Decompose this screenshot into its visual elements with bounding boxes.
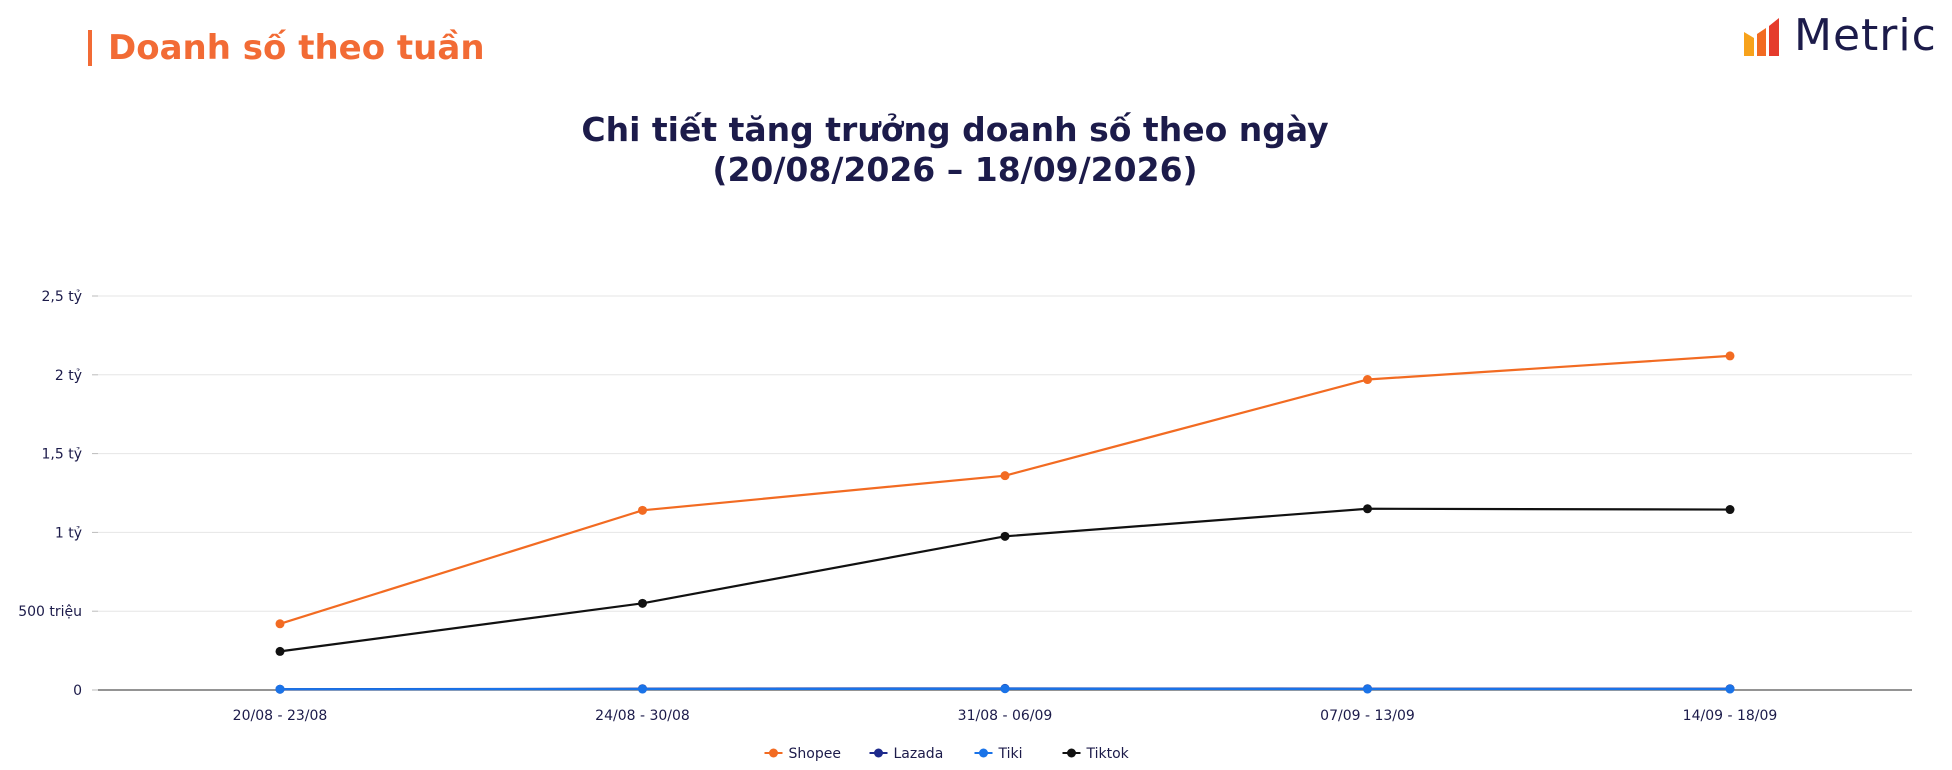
y-tick-label: 0	[73, 683, 82, 699]
legend-label-tiktok: Tiktok	[1086, 746, 1130, 762]
x-tick-label: 31/08 - 06/09	[958, 708, 1053, 724]
data-point-tiktok	[1000, 531, 1010, 541]
x-tick-label: 20/08 - 23/08	[233, 708, 328, 724]
data-point-tiktok	[1363, 504, 1372, 514]
x-tick-label: 14/09 - 18/09	[1683, 708, 1778, 724]
metric-logo-text: Metric	[1794, 10, 1937, 61]
data-point-shopee	[1363, 375, 1372, 385]
x-tick-label: 24/08 - 30/08	[595, 708, 690, 724]
data-point-shopee	[275, 619, 285, 629]
section-title-bar	[88, 30, 92, 66]
legend-label-shopee: Shopee	[789, 746, 841, 762]
legend-marker-tiktok	[1067, 748, 1076, 758]
y-tick-label: 500 triệu	[18, 604, 82, 620]
legend-marker-lazada	[874, 748, 883, 758]
metric-logo: Metric	[1742, 10, 1937, 61]
chart-title-line2: (20/08/2026 – 18/09/2026)	[712, 150, 1198, 189]
data-point-tiktok	[275, 646, 285, 656]
series-line-shopee	[279, 354, 1731, 625]
data-point-shopee	[638, 505, 647, 515]
data-point-tiki	[1725, 684, 1735, 694]
data-point-tiki	[275, 684, 285, 694]
section-title: Doanh số theo tuần	[88, 28, 485, 68]
data-point-tiktok	[1725, 505, 1735, 515]
y-tick-label: 2 tỷ	[55, 368, 82, 384]
chart-title-line1: Chi tiết tăng trưởng doanh số theo ngày	[581, 110, 1329, 149]
data-point-shopee	[1725, 351, 1735, 361]
legend-label-lazada: Lazada	[894, 746, 944, 762]
y-tick-label: 1 tỷ	[55, 525, 82, 541]
metric-logo-icon	[1744, 17, 1779, 56]
data-point-tiki	[1363, 684, 1372, 694]
data-point-shopee	[1000, 471, 1010, 481]
legend-marker-tiki	[979, 748, 988, 758]
data-point-tiki	[1000, 684, 1010, 694]
legend-label-tiki: Tiki	[998, 746, 1023, 762]
legend-marker-shopee	[769, 748, 778, 758]
y-tick-label: 2,5 tỷ	[42, 289, 83, 305]
chart-title: Chi tiết tăng trưởng doanh số theo ngày …	[0, 110, 1910, 190]
y-tick-label: 1,5 tỷ	[42, 447, 83, 463]
data-point-tiktok	[638, 598, 647, 608]
series-line-tiktok	[279, 507, 1731, 653]
data-point-tiki	[638, 684, 647, 694]
x-tick-label: 07/09 - 13/09	[1320, 708, 1415, 724]
section-title-text: Doanh số theo tuần	[108, 28, 485, 68]
